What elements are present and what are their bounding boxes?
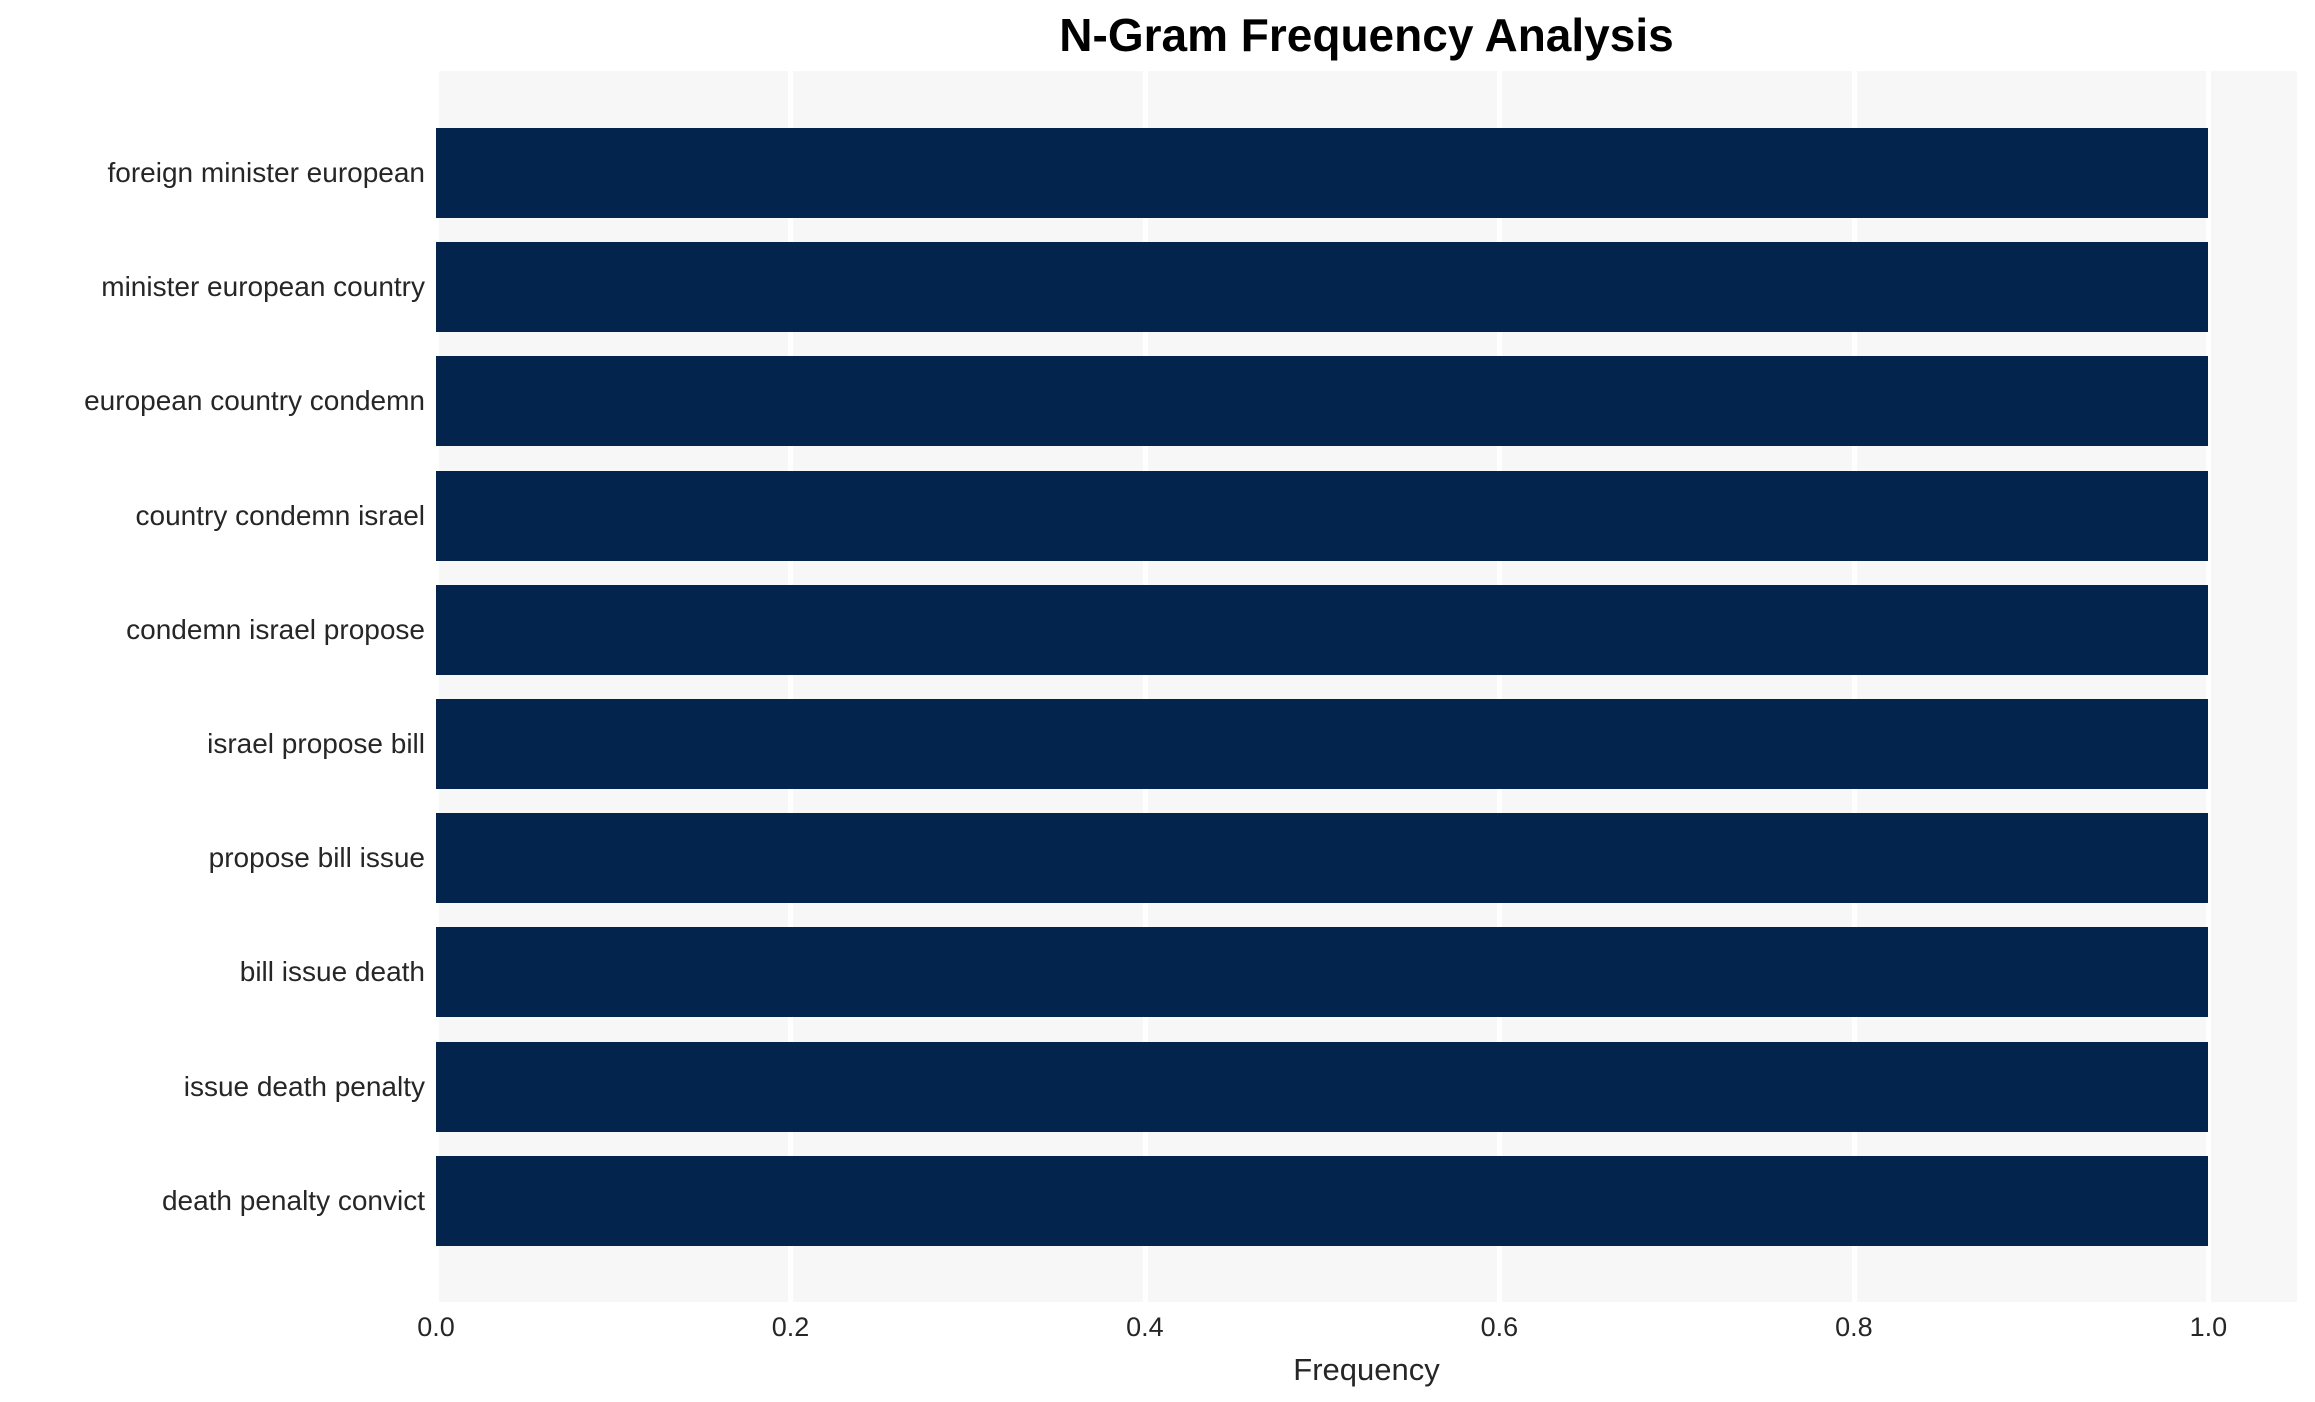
x-tick-label-0.2: 0.2 (771, 1312, 810, 1342)
x-tick-label-0.8: 0.8 (1835, 1312, 1873, 1342)
bar-european-country-condemn (436, 356, 2209, 447)
y-tick-label: propose bill issue (208, 842, 425, 874)
gridline-x-0.2 (788, 71, 794, 1302)
y-tick-label: issue death penalty (183, 1070, 425, 1102)
x-tick-label-0.4: 0.4 (1126, 1312, 1164, 1342)
plot-area (434, 71, 2297, 1302)
chart-title: N-Gram Frequency Analysis (1059, 9, 1674, 61)
x-tick-label-0.0: 0.0 (417, 1312, 455, 1342)
x-tick-label-0.6: 0.6 (1480, 1312, 1519, 1342)
bar-bill-issue-death (436, 927, 2209, 1018)
bar-foreign-minister-european (436, 128, 2209, 218)
y-tick-label: death penalty convict (161, 1184, 425, 1216)
gridline-x-0.8 (1851, 71, 1857, 1302)
bar-propose-bill-issue (436, 813, 2209, 904)
x-tick-label-1.0: 1.0 (2189, 1312, 2228, 1342)
y-tick-label: bill issue death (239, 956, 425, 988)
gridline-x-0.0 (434, 71, 439, 1302)
y-tick-label: israel propose bill (207, 728, 425, 759)
y-tick-label: european country condemn (84, 385, 425, 417)
bar-minister-european-country (436, 242, 2209, 333)
bar-death-penalty-convict (436, 1155, 2209, 1246)
y-tick-label: condemn israel propose (126, 613, 425, 645)
bar-israel-propose-bill (436, 699, 2209, 789)
bar-condemn-israel-propose (436, 584, 2209, 675)
y-tick-label: minister european country (101, 271, 425, 303)
y-tick-label: country condemn israel (135, 499, 425, 531)
bar-issue-death-penalty (436, 1041, 2209, 1132)
gridline-x-0.4 (1142, 71, 1148, 1302)
gridline-x-1.0 (2206, 71, 2212, 1302)
y-tick-label: foreign minister european (107, 157, 425, 188)
x-axis-label: Frequency (1293, 1352, 1440, 1387)
gridline-x-0.6 (1497, 71, 1503, 1302)
bar-country-condemn-israel (436, 470, 2209, 561)
